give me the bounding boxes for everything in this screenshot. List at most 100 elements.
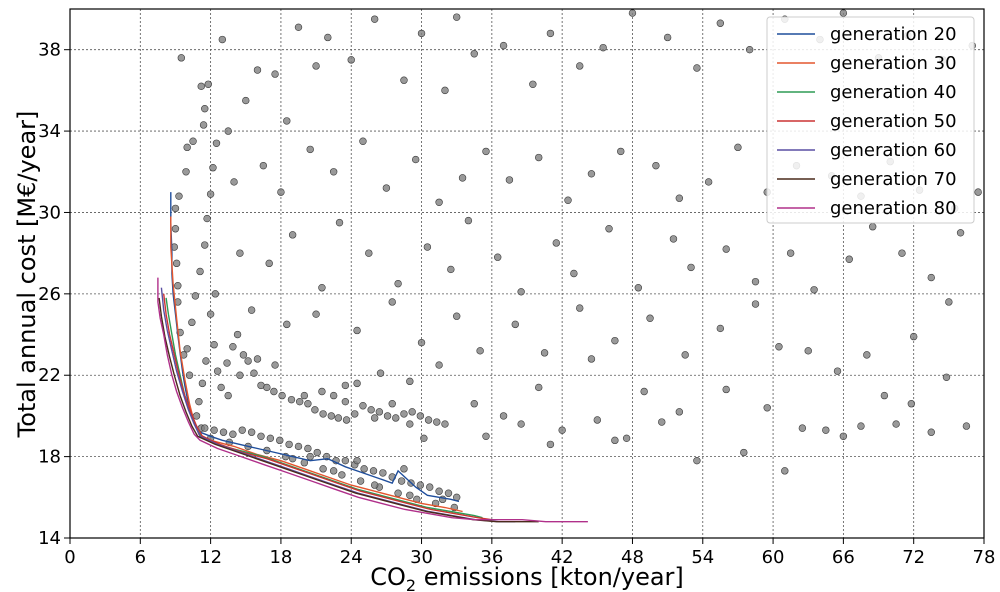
scatter-point	[505, 176, 514, 184]
scatter-point	[499, 412, 508, 420]
scatter-point	[306, 452, 314, 461]
scatter-point	[335, 218, 344, 227]
scatter-point	[283, 320, 291, 329]
scatter-point	[535, 383, 543, 392]
scatter-point	[622, 434, 631, 443]
scatter-point	[185, 371, 194, 379]
scatter-point	[285, 440, 293, 449]
scatter-point	[271, 70, 279, 78]
scatter-point	[388, 400, 396, 408]
scatter-point	[242, 96, 250, 105]
scatter-point	[183, 143, 191, 152]
scatter-point	[206, 310, 215, 318]
scatter-point	[716, 324, 725, 333]
scatter-point	[356, 477, 365, 485]
scatter-point	[294, 442, 303, 451]
scatter-point	[605, 225, 613, 233]
scatter-point	[786, 249, 795, 257]
scatter-point	[198, 379, 207, 388]
x-tick-label: 78	[973, 547, 996, 568]
x-axis-title-subscript: 2	[406, 576, 416, 592]
scatter-point	[868, 223, 877, 231]
scatter-point	[327, 412, 336, 420]
scatter-point	[416, 481, 425, 489]
x-tick-label: 30	[410, 547, 433, 568]
scatter-point	[839, 9, 848, 17]
scatter-point	[236, 249, 244, 257]
scatter-point	[687, 263, 695, 272]
scatter-point	[745, 45, 754, 54]
scatter-point	[470, 50, 478, 58]
scatter-point	[675, 408, 684, 416]
scatter-point	[175, 192, 183, 200]
scatter-point	[663, 33, 672, 42]
legend-label: generation 60	[830, 140, 957, 161]
scatter-point	[693, 64, 701, 72]
x-tick-label: 66	[832, 547, 855, 568]
scatter-point	[857, 422, 865, 430]
x-tick-label: 42	[551, 547, 574, 568]
scatter-point	[201, 241, 209, 249]
scatter-point	[394, 489, 402, 497]
series-line-2	[170, 216, 463, 513]
y-tick-label: 18	[38, 447, 61, 468]
legend-box	[766, 16, 975, 224]
scatter-point	[927, 273, 935, 282]
scatter-point	[652, 161, 660, 170]
scatter-point	[880, 391, 889, 400]
scatter-point	[359, 137, 367, 145]
x-tick-label: 0	[64, 547, 75, 568]
scatter-point	[845, 255, 853, 263]
scatter-point	[334, 414, 343, 422]
scatter-point	[444, 489, 453, 497]
scatter-point	[257, 432, 265, 440]
scatter-point	[704, 178, 713, 186]
x-axis-title-prefix: CO	[370, 563, 406, 591]
scatter-point	[197, 82, 205, 91]
scatter-point	[693, 456, 701, 465]
scatter-point	[435, 361, 443, 369]
scatter-point	[482, 147, 490, 156]
scatter-point	[338, 471, 346, 479]
scatter-point	[211, 290, 220, 298]
scatter-point	[945, 298, 953, 306]
x-tick-label: 60	[762, 547, 785, 568]
scatter-point	[219, 428, 228, 436]
x-tick-label: 18	[269, 547, 292, 568]
scatter-point	[763, 404, 771, 412]
scatter-point	[441, 86, 449, 95]
y-tick-label: 38	[38, 40, 61, 61]
legend-label: generation 20	[830, 24, 957, 45]
scatter-point	[329, 467, 338, 475]
scatter-point	[397, 477, 406, 485]
scatter-point	[611, 436, 619, 445]
x-tick-label: 54	[691, 547, 714, 568]
scatter-point	[367, 406, 375, 414]
scatter-point	[611, 336, 619, 345]
scatter-point	[974, 188, 982, 196]
scatter-point	[201, 424, 209, 432]
scatter-point	[400, 410, 408, 418]
scatter-point	[196, 267, 204, 276]
y-tick-label: 22	[38, 365, 61, 386]
scatter-point	[383, 412, 392, 420]
scatter-point	[360, 465, 368, 473]
scatter-point	[195, 397, 203, 406]
scatter-point	[681, 351, 689, 359]
scatter-point	[400, 465, 408, 473]
scatter-point	[529, 80, 537, 88]
scatter-point	[353, 456, 361, 465]
scatter-point	[740, 448, 748, 457]
x-tick-label: 12	[199, 547, 222, 568]
scatter-point	[587, 170, 596, 178]
scatter-point	[270, 387, 278, 396]
scatter-point	[213, 367, 222, 375]
scatter-point	[294, 23, 303, 32]
x-tick-label: 24	[340, 547, 363, 568]
series-line-3	[165, 297, 483, 519]
scatter-point	[287, 395, 296, 404]
scatter-point	[587, 355, 596, 363]
scatter-point	[192, 412, 201, 420]
legend-label: generation 50	[830, 111, 957, 132]
